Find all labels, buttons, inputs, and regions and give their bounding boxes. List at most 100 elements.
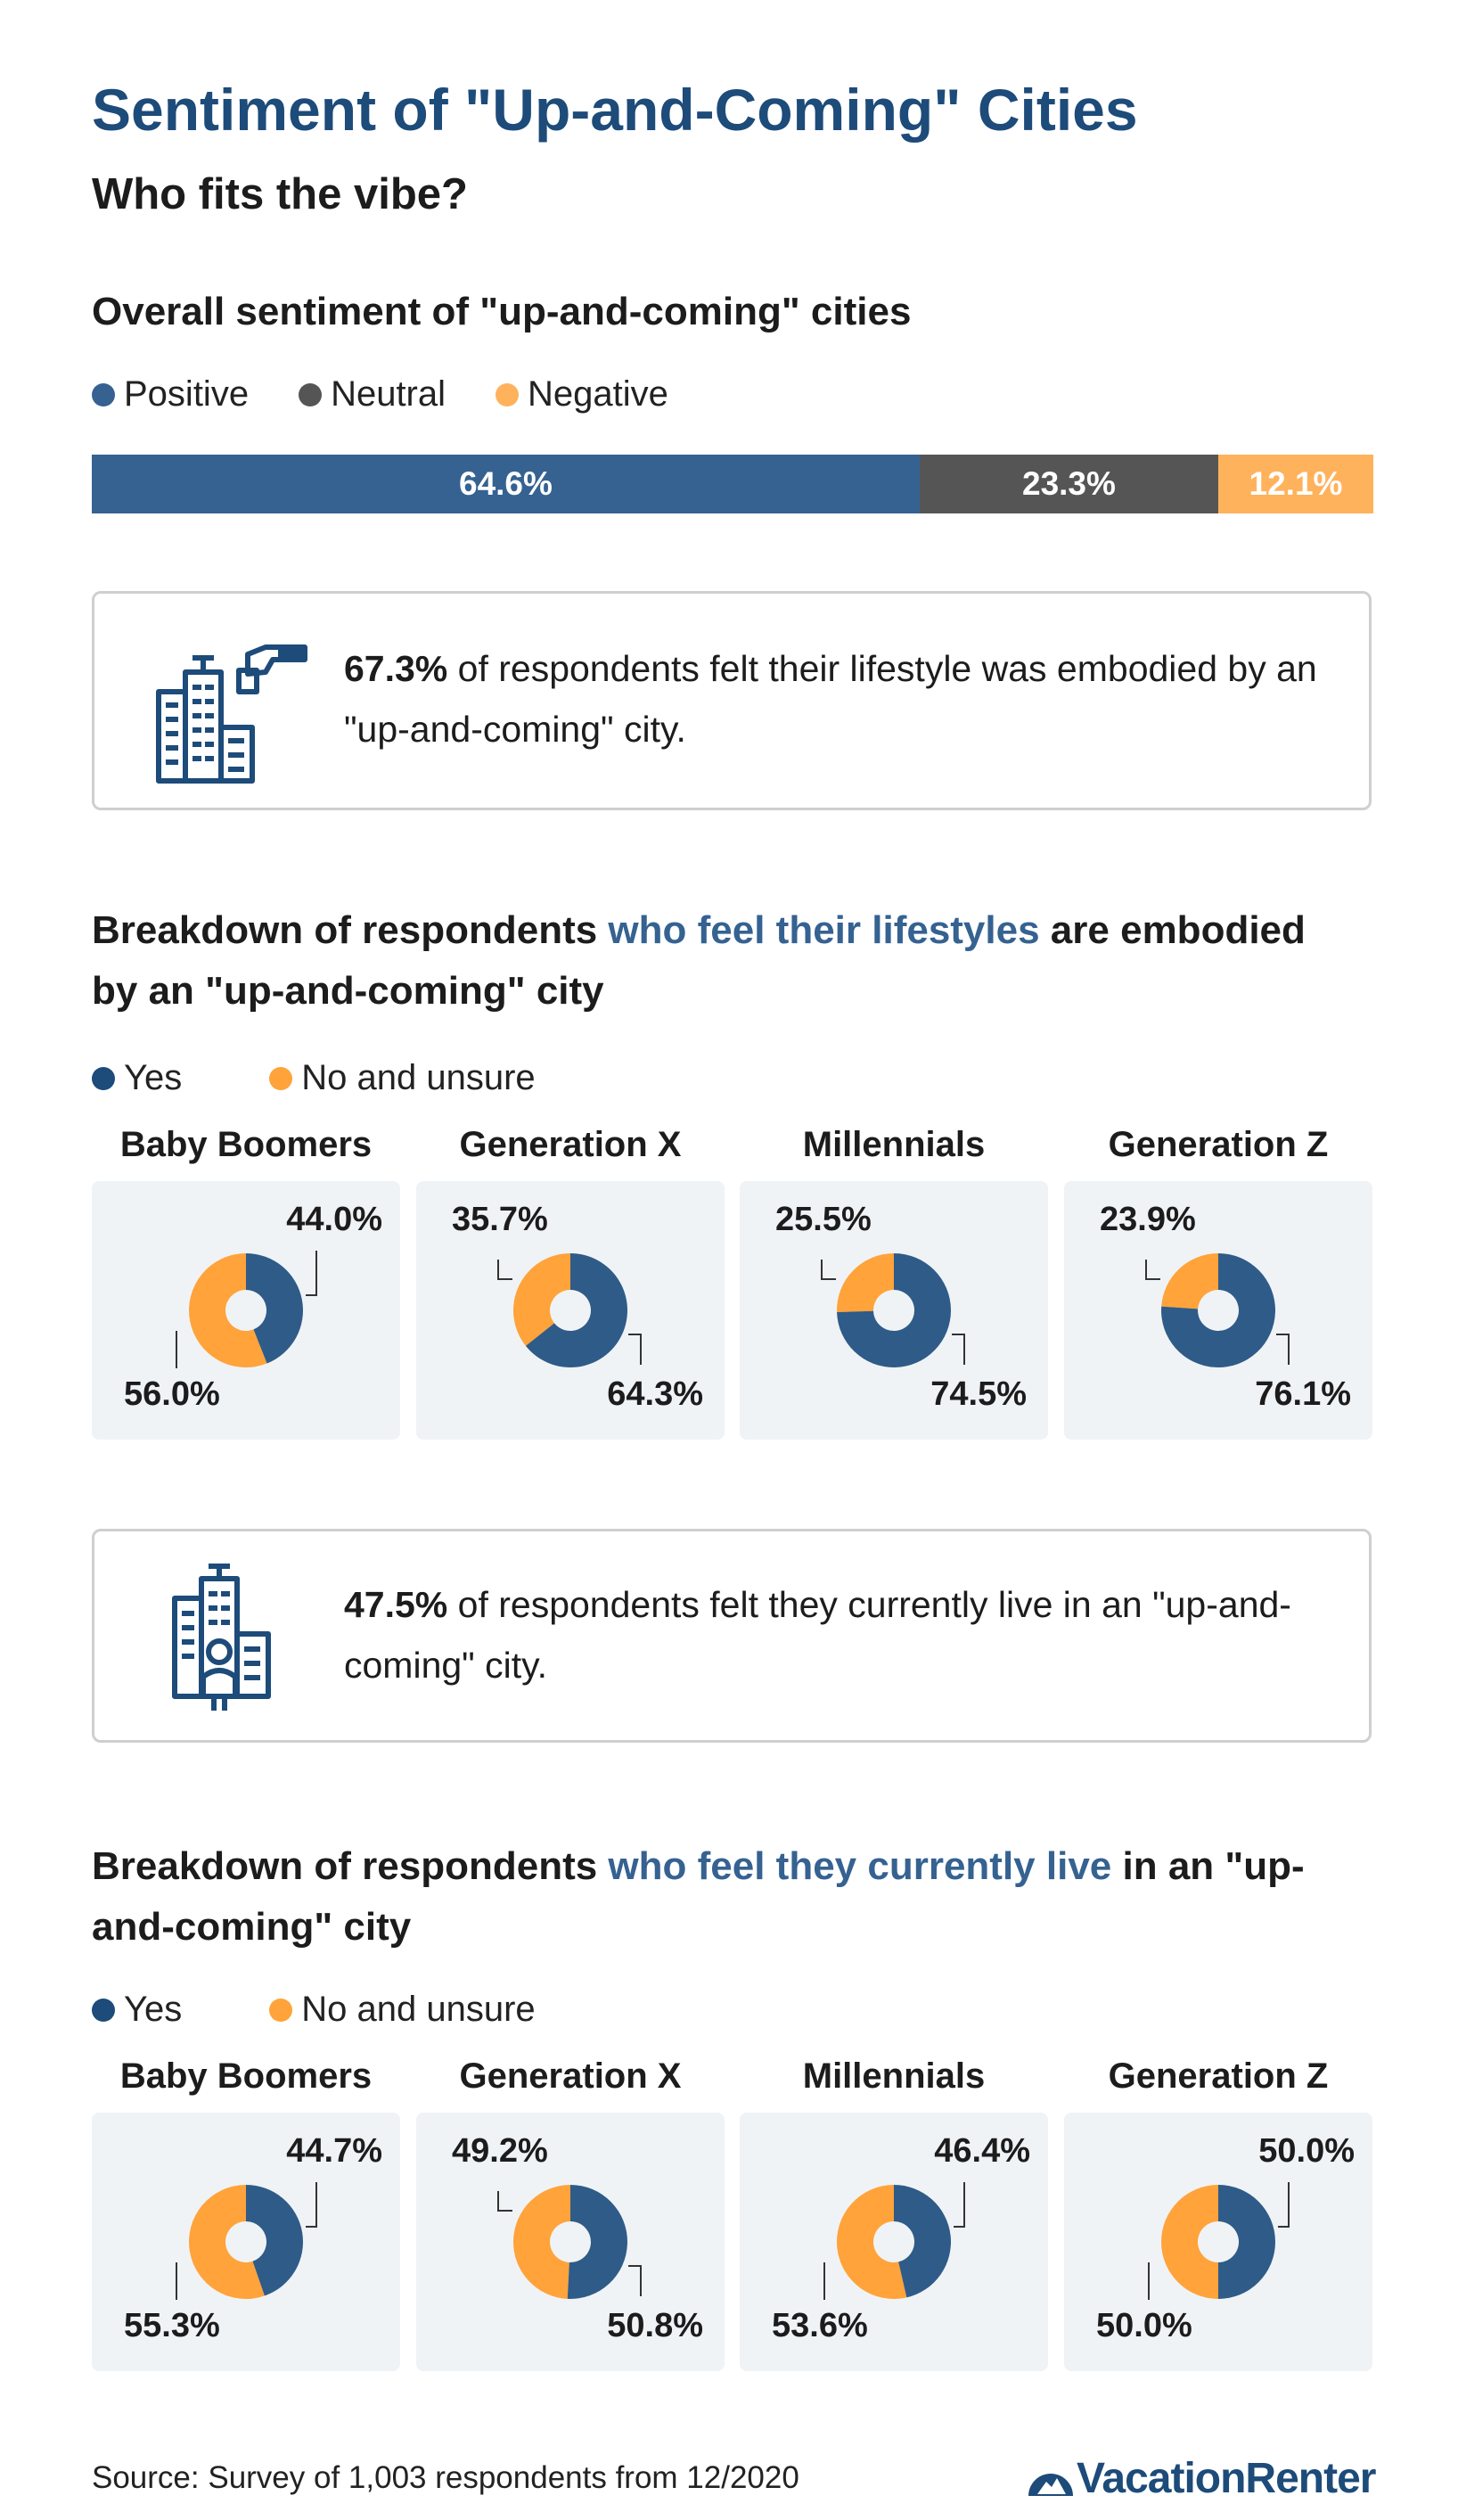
legend-negative: Negative [496, 374, 668, 415]
current-heading-pre: Breakdown of respondents [92, 1844, 609, 1888]
legend-yes-label: Yes [124, 1990, 183, 2029]
overall-legend: Positive Neutral Negative [92, 374, 718, 415]
page-subtitle: Who fits the vibe? [92, 170, 468, 218]
donut-label-yes: 50.8% [607, 2307, 703, 2344]
legend-negative-label: Negative [528, 374, 668, 414]
donut-card-baby-boomers: 44.0% 56.0% [92, 1181, 400, 1440]
donut-card-baby-boomers: 44.7% 55.3% [92, 2113, 400, 2371]
lifestyle-breakdown-heading: Breakdown of respondents who feel their … [92, 900, 1357, 1022]
legend-positive: Positive [92, 374, 249, 415]
leader-line-bottom [628, 1334, 642, 1365]
donut-slice-no [837, 1253, 894, 1313]
lifestyle-callout-text: 67.3% of respondents felt their lifestyl… [344, 638, 1324, 759]
leader-line-top [306, 1251, 317, 1296]
brand-logo: VacationRenter [1025, 2454, 1376, 2503]
bar-label-neutral: 23.3% [1022, 465, 1116, 502]
donut-slice-yes [246, 2185, 303, 2296]
donut-label-no: 53.6% [772, 2307, 868, 2344]
donut-slice-yes [567, 2185, 628, 2299]
donut-label-no: 49.2% [452, 2132, 548, 2170]
donut-slice-yes [246, 1253, 303, 1364]
leader-line-top [1278, 2182, 1290, 2228]
legend-positive-swatch [92, 382, 115, 406]
lifestyle-heading-post: are embodied by an "up-and-coming" city [92, 908, 1306, 1013]
donut-label-no: 35.7% [452, 1201, 548, 1238]
legend-neutral: Neutral [299, 374, 446, 415]
donut-slice-yes [837, 1253, 951, 1367]
lifestyle-callout-stat: 67.3% [344, 648, 448, 689]
legend-yes-swatch [92, 1066, 115, 1090]
donut-label-no: 25.5% [775, 1201, 872, 1238]
donut-card-millennials: 25.5% 74.5% [740, 1181, 1048, 1440]
legend-no-swatch [269, 1066, 293, 1090]
legend-no: No and unsure [269, 1058, 536, 1098]
leader-line-bottom [1276, 1334, 1290, 1365]
legend-negative-swatch [496, 382, 520, 406]
donut-chart-generation-x [497, 2185, 642, 2299]
legend-neutral-swatch [299, 382, 323, 406]
bar-segment-negative: 12.1% [1217, 455, 1373, 513]
donut-slice-yes [894, 2185, 951, 2298]
lifestyle-heading-highlight: who feel their lifestyles [608, 908, 1040, 952]
legend-yes-label: Yes [124, 1058, 183, 1097]
bar-segment-neutral: 23.3% [919, 455, 1218, 513]
current-live-callout-stat: 47.5% [344, 1584, 448, 1625]
leader-line-top [821, 1260, 836, 1280]
page-title: Sentiment of "Up-and-Coming" Cities [92, 77, 1138, 143]
current-live-breakdown-heading: Breakdown of respondents who feel they c… [92, 1836, 1357, 1958]
city-buildings-person-icon [172, 1564, 271, 1711]
donut-chart-baby-boomers [176, 1251, 317, 1368]
generation-label-generation-z: Generation Z [1108, 1125, 1329, 1164]
legend-yes: Yes [92, 1990, 182, 2030]
current-live-callout-body: of respondents felt they currently live … [344, 1584, 1291, 1686]
lifestyle-callout-body: of respondents felt their lifestyle was … [344, 648, 1317, 750]
legend-no-label: No and unsure [301, 1058, 536, 1097]
generation-label-millennials: Millennials [802, 2056, 986, 2096]
donut-card-millennials: 46.4% 53.6% [740, 2113, 1048, 2371]
donut-card-generation-z: 23.9% 76.1% [1064, 1181, 1372, 1440]
overall-heading: Overall sentiment of "up-and-coming" cit… [92, 290, 912, 333]
donut-label-no: 55.3% [124, 2307, 220, 2344]
donut-card-generation-x: 35.7% 64.3% [416, 1181, 725, 1440]
current-live-legend: Yes No and unsure [92, 1990, 586, 2030]
donut-slice-no [189, 2185, 265, 2299]
donut-label-no: 23.9% [1100, 1201, 1196, 1238]
legend-no-swatch [269, 1998, 293, 2022]
donut-slice-yes [1218, 2185, 1275, 2299]
donut-slice-no [837, 2185, 907, 2299]
donut-chart-generation-z [1148, 2182, 1290, 2300]
leader-line-top [497, 2191, 512, 2212]
donut-label-yes: 44.7% [286, 2132, 382, 2170]
donut-chart-generation-x [497, 1253, 642, 1367]
donut-chart-millennials [821, 1253, 965, 1367]
donut-card-generation-x: 49.2% 50.8% [416, 2113, 725, 2371]
overall-stacked-bar: 64.6% 23.3% 12.1% [92, 455, 1373, 513]
donut-slice-no [1161, 1253, 1218, 1309]
donut-slice-no [1161, 2185, 1218, 2299]
legend-no-label: No and unsure [301, 1990, 536, 2029]
brand-name: VacationRenter [1077, 2455, 1376, 2502]
generation-label-generation-z: Generation Z [1108, 2056, 1329, 2096]
bar-segment-positive: 64.6% [92, 455, 920, 513]
current-heading-post: in an "up-and-coming" city [92, 1844, 1305, 1949]
current-live-callout-text: 47.5% of respondents felt they currently… [344, 1574, 1324, 1695]
generation-label-generation-x: Generation X [459, 2056, 682, 2096]
city-buildings-hand-icon [156, 644, 307, 784]
donut-chart-generation-z [1145, 1253, 1290, 1367]
donut-label-yes: 76.1% [1255, 1375, 1351, 1413]
legend-yes-swatch [92, 1998, 115, 2022]
donut-label-yes: 64.3% [607, 1375, 703, 1413]
bar-label-positive: 64.6% [459, 465, 553, 502]
generation-label-millennials: Millennials [802, 1125, 986, 1164]
legend-positive-label: Positive [124, 374, 250, 414]
current-heading-highlight: who feel they currently live [608, 1844, 1112, 1888]
generation-label-generation-x: Generation X [459, 1125, 682, 1164]
donut-label-yes: 74.5% [930, 1375, 1027, 1413]
donut-label-yes: 44.0% [286, 1201, 382, 1238]
donut-slice-no [513, 2185, 570, 2299]
donut-slice-yes [1161, 1253, 1275, 1367]
leader-line-top [306, 2182, 317, 2228]
legend-neutral-label: Neutral [331, 374, 446, 414]
lifestyle-callout: 67.3% of respondents felt their lifestyl… [92, 591, 1372, 810]
donut-label-no: 50.0% [1096, 2307, 1192, 2344]
